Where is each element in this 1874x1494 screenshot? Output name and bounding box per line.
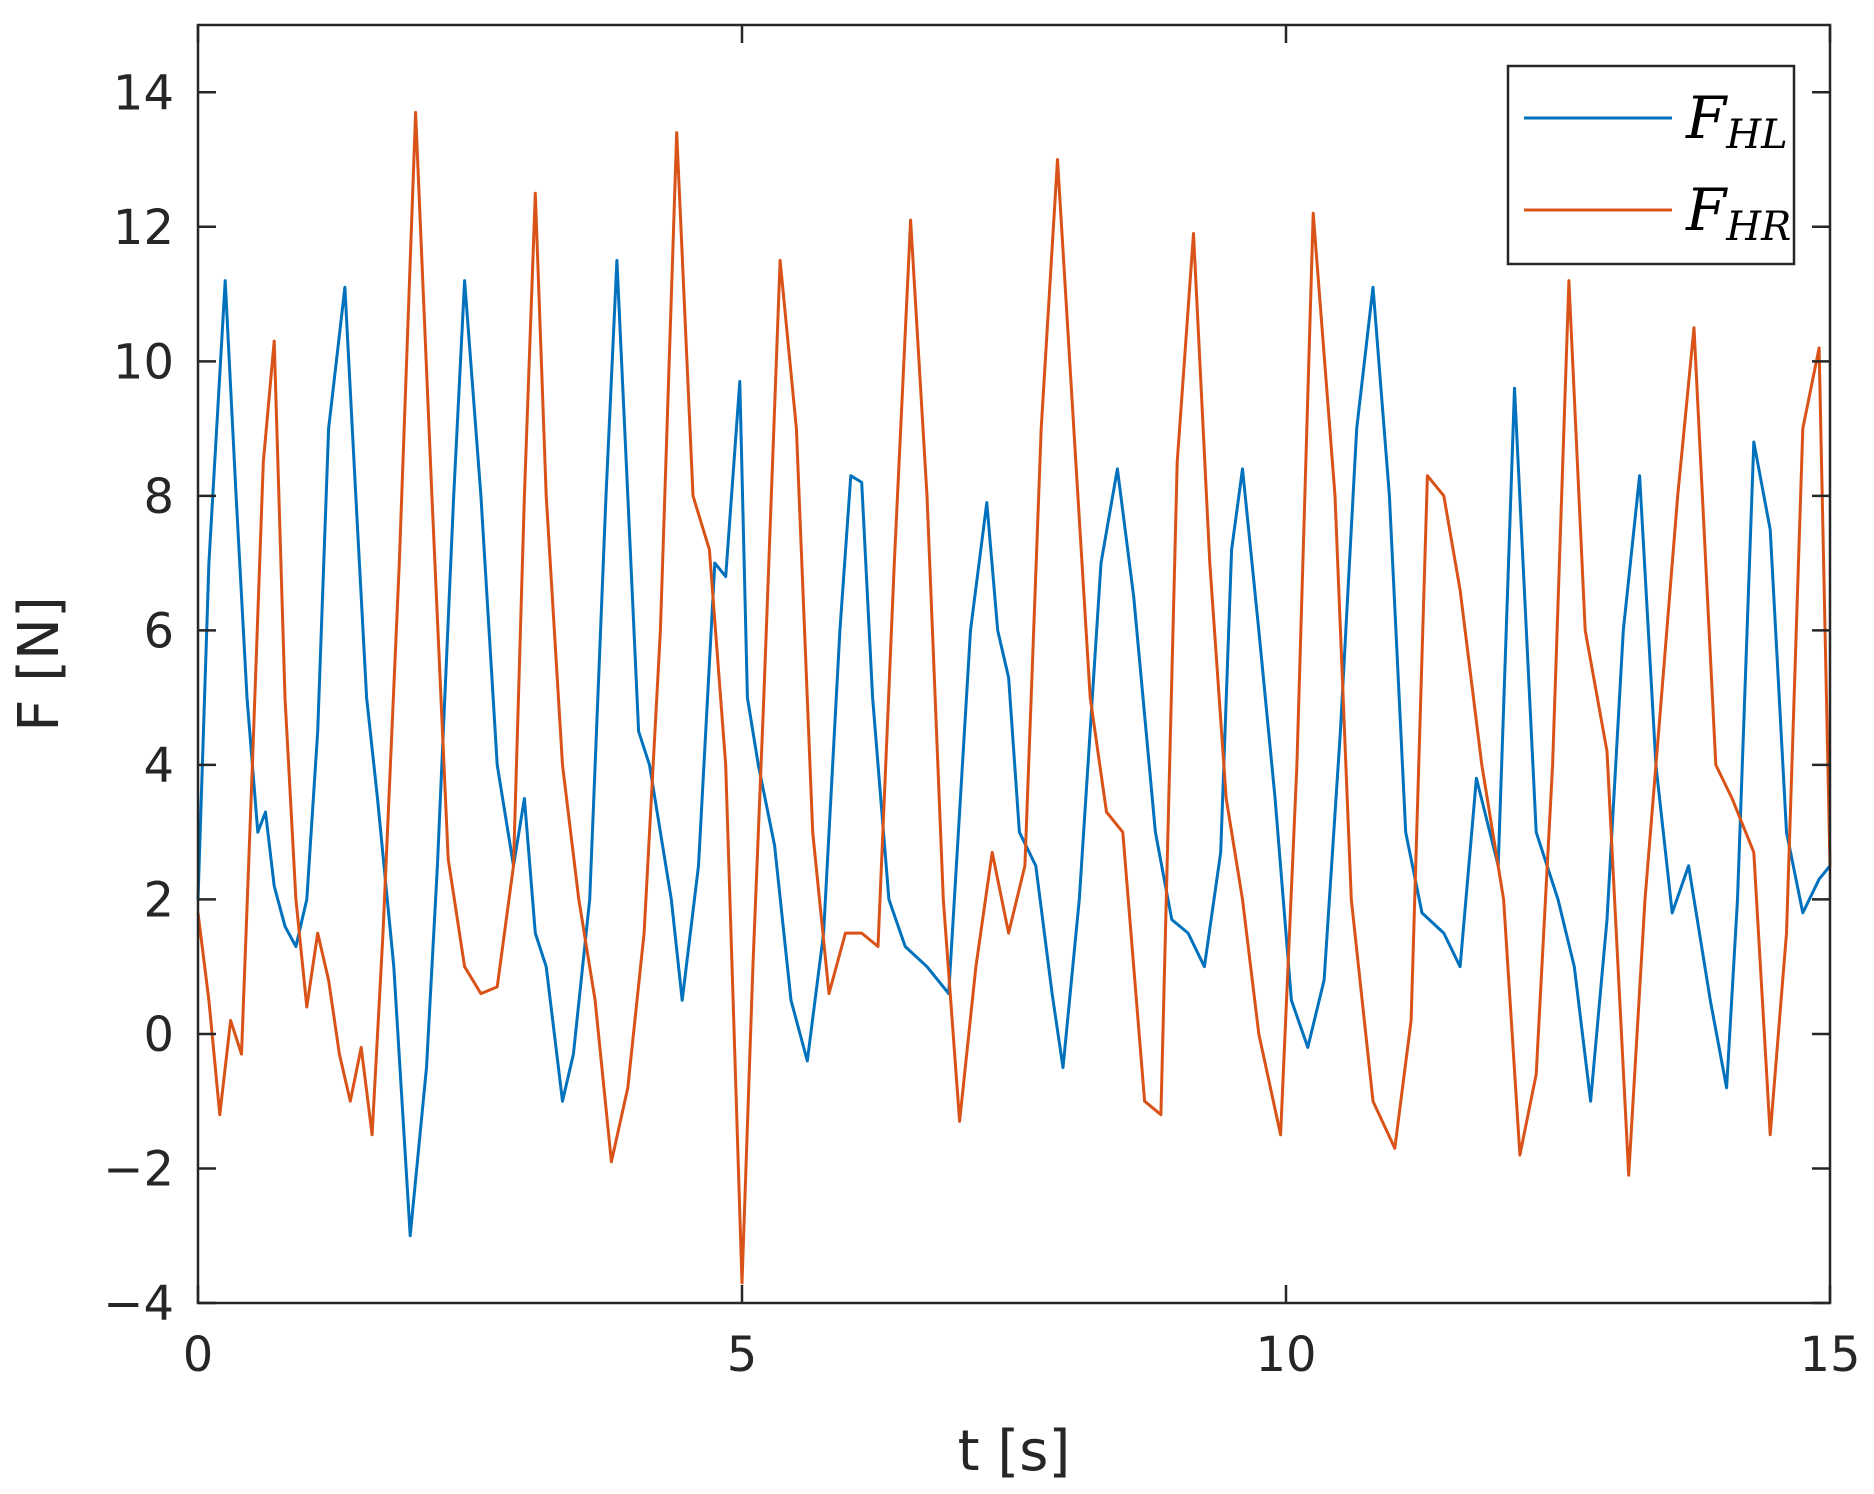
legend-entry-FHR: FHR — [1685, 176, 1791, 250]
x-tick-label: 5 — [727, 1327, 758, 1383]
y-tick-label: −4 — [103, 1276, 174, 1332]
x-axis-label: t [s] — [958, 1419, 1071, 1484]
y-tick-label: 12 — [113, 200, 174, 256]
x-tick-label: 0 — [183, 1327, 214, 1383]
y-tick-label: 8 — [143, 469, 174, 525]
y-tick-label: 6 — [143, 603, 174, 659]
series-line-FHR — [196, 110, 1832, 1285]
y-tick-label: 0 — [143, 1007, 174, 1063]
y-tick-label: 10 — [113, 334, 174, 390]
y-tick-label: 14 — [113, 65, 174, 121]
y-tick-label: −2 — [103, 1141, 174, 1197]
legend: FHL FHR — [1506, 64, 1796, 266]
x-tick-label: 15 — [1799, 1327, 1860, 1383]
axes-box — [196, 23, 1832, 1305]
x-tick-label: 10 — [1255, 1327, 1316, 1383]
series-layer — [196, 110, 1832, 1285]
y-tick-label: 4 — [143, 738, 174, 794]
y-tick-label: 2 — [143, 872, 174, 928]
ticks-layer: 0 5 10 15 −4 −2 0 2 4 6 8 10 12 14 — [103, 25, 1861, 1383]
y-axis-label: F [N] — [7, 596, 72, 732]
legend-box — [1506, 64, 1796, 266]
axes-layer — [196, 23, 1832, 1305]
legend-entry-FHL: FHL — [1685, 84, 1788, 158]
series-line-FHL — [196, 258, 1832, 1238]
